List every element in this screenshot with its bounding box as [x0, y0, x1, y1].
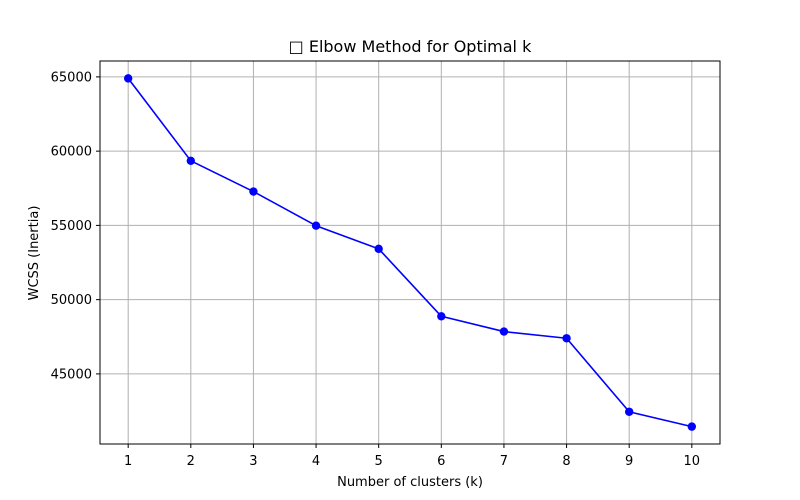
- x-axis-ticks: 1 2 3 4 5 6 7 8 9 10: [124, 444, 700, 469]
- series-line: [127, 77, 693, 428]
- data-point-k1: [123, 74, 133, 83]
- data-point-k6: [437, 312, 446, 321]
- series-marker-layer: [123, 74, 697, 431]
- x-tick-label: 6: [437, 454, 445, 469]
- y-axis-ticks: 45000 50000 55000 60000 65000: [51, 70, 100, 382]
- y-axis-label: WCSS (Inertia): [27, 206, 42, 301]
- y-tick-label: 60000: [51, 145, 92, 160]
- x-tick-label: 7: [500, 454, 508, 469]
- y-tick-label: 50000: [51, 293, 92, 308]
- x-tick-label: 9: [625, 454, 633, 469]
- x-tick-label: 2: [187, 454, 195, 469]
- x-axis-label: Number of clusters (k): [337, 475, 483, 490]
- x-tick-label: 3: [249, 454, 257, 469]
- data-point-k7: [499, 327, 509, 336]
- chart-title: □ Elbow Method for Optimal k: [289, 37, 532, 56]
- y-tick-label: 45000: [51, 367, 92, 382]
- data-point-k9: [624, 407, 634, 416]
- x-tick-label: 5: [375, 454, 383, 469]
- plot-frame: [99, 60, 721, 445]
- data-point-k2: [186, 156, 196, 165]
- x-tick-label: 10: [684, 454, 701, 469]
- data-point-k3: [249, 187, 258, 196]
- data-point-k4: [311, 221, 321, 230]
- series-line-layer: [127, 77, 693, 428]
- y-tick-label: 55000: [51, 219, 92, 234]
- x-tick-label: 4: [312, 454, 320, 469]
- x-tick-label: 1: [124, 454, 132, 469]
- data-point-k8: [562, 334, 571, 343]
- data-point-k10: [687, 422, 697, 431]
- x-tick-label: 8: [562, 454, 570, 469]
- y-tick-label: 65000: [51, 70, 92, 85]
- data-point-k5: [374, 244, 383, 254]
